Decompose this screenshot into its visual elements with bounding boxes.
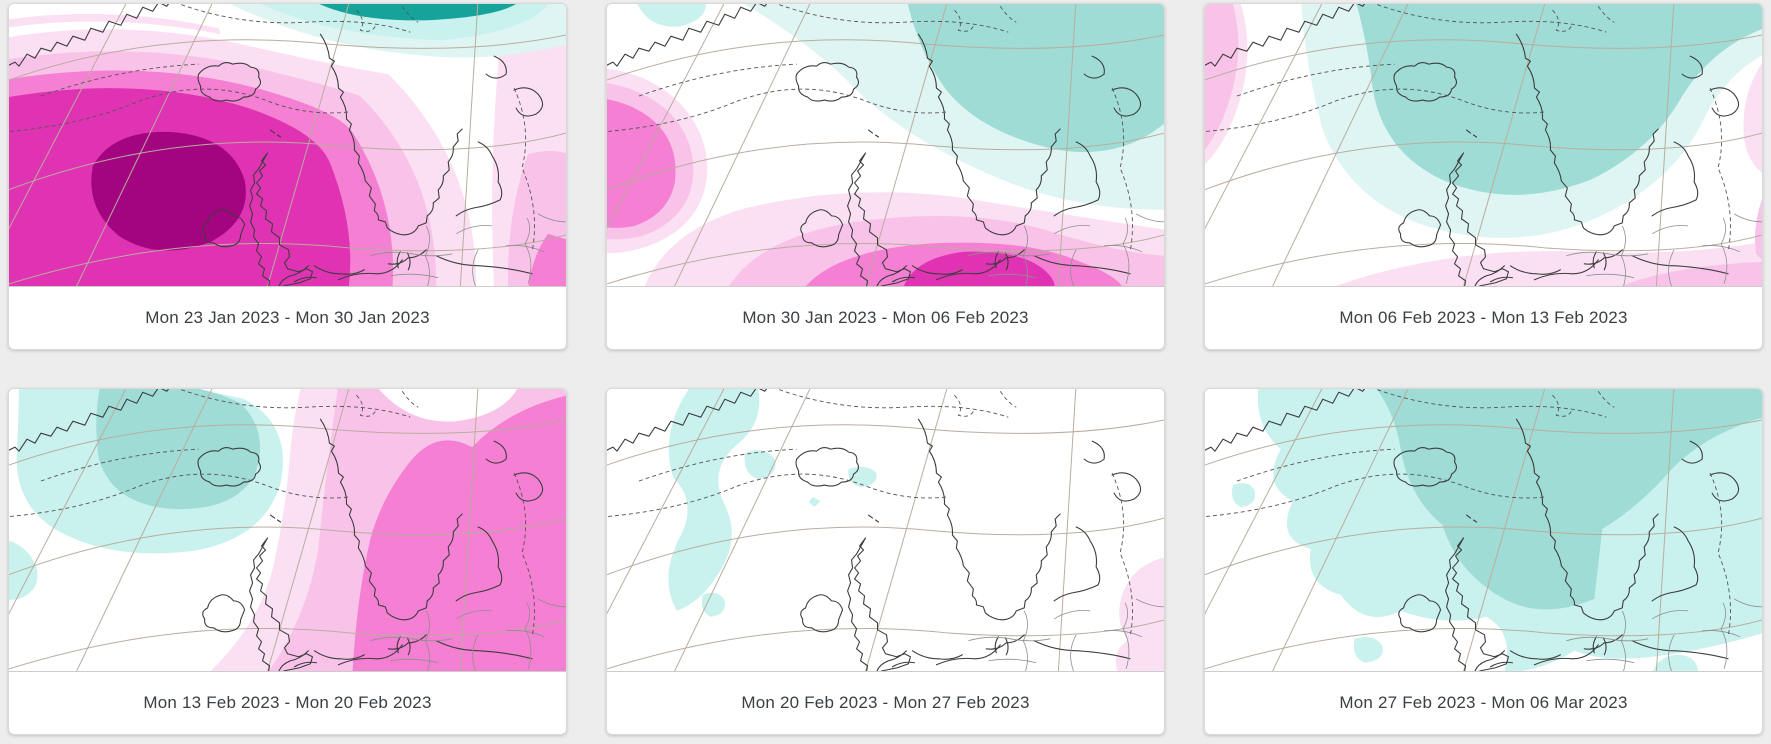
forecast-card-3[interactable]: Mon 06 Feb 2023 - Mon 13 Feb 2023 xyxy=(1204,3,1763,350)
weather-map-4 xyxy=(9,389,566,671)
forecast-card-5[interactable]: Mon 20 Feb 2023 - Mon 27 Feb 2023 xyxy=(606,388,1165,735)
anomaly-shading xyxy=(1231,389,1762,671)
weather-map-5 xyxy=(607,389,1164,671)
date-range-caption: Mon 27 Feb 2023 - Mon 06 Mar 2023 xyxy=(1339,693,1628,712)
date-range-caption: Mon 20 Feb 2023 - Mon 27 Feb 2023 xyxy=(741,693,1030,712)
map-thumbnail-1 xyxy=(9,4,566,287)
map-thumbnail-3 xyxy=(1205,4,1762,287)
map-thumbnail-2 xyxy=(607,4,1164,287)
anomaly-shading xyxy=(9,4,566,286)
date-range-caption: Mon 13 Feb 2023 - Mon 20 Feb 2023 xyxy=(143,693,432,712)
date-range-caption: Mon 23 Jan 2023 - Mon 30 Jan 2023 xyxy=(145,308,430,327)
date-range-caption: Mon 06 Feb 2023 - Mon 13 Feb 2023 xyxy=(1339,308,1628,327)
forecast-card-4[interactable]: Mon 13 Feb 2023 - Mon 20 Feb 2023 xyxy=(8,388,567,735)
forecast-card-6[interactable]: Mon 27 Feb 2023 - Mon 06 Mar 2023 xyxy=(1204,388,1763,735)
weather-map-2 xyxy=(607,4,1164,286)
anomaly-shading xyxy=(9,389,566,671)
anomaly-shading xyxy=(1205,4,1762,286)
weather-map-1 xyxy=(9,4,566,286)
map-thumbnail-6 xyxy=(1205,389,1762,672)
date-range-caption: Mon 30 Jan 2023 - Mon 06 Feb 2023 xyxy=(742,308,1029,327)
forecast-grid: Mon 23 Jan 2023 - Mon 30 Jan 2023 xyxy=(8,3,1763,735)
forecast-card-2[interactable]: Mon 30 Jan 2023 - Mon 06 Feb 2023 xyxy=(606,3,1165,350)
map-thumbnail-5 xyxy=(607,389,1164,672)
weather-map-3 xyxy=(1205,4,1762,286)
map-thumbnail-4 xyxy=(9,389,566,672)
forecast-card-1[interactable]: Mon 23 Jan 2023 - Mon 30 Jan 2023 xyxy=(8,3,567,350)
weather-map-6 xyxy=(1205,389,1762,671)
anomaly-shading xyxy=(607,4,1164,286)
anomaly-shading xyxy=(668,389,1164,671)
